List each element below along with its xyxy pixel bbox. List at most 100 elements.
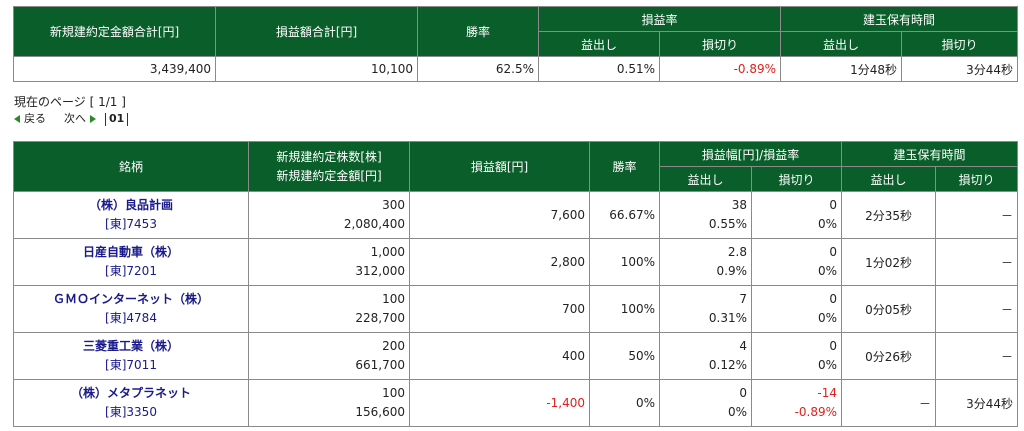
loss-time-cell: 3分44秒	[935, 379, 1019, 427]
profit-range-cell: 2.8 0.9%	[659, 238, 752, 286]
stock-name-link[interactable]: （株）メタプラネット	[70, 386, 191, 400]
qty-value: 100	[382, 292, 405, 306]
header-loss-rate: 損切り	[658, 31, 782, 57]
summary-profit-time: 1分48秒	[780, 56, 903, 82]
win-rate-cell: 50%	[589, 332, 660, 380]
pl-cell: 7,600	[409, 191, 590, 239]
stock-name-link[interactable]: （株）良品計画	[88, 198, 173, 212]
page-number[interactable]: 01	[109, 112, 125, 125]
header-range-group: 損益幅[円]/損益率	[658, 141, 843, 167]
header-pl-total: 損益額合計[円]	[215, 6, 418, 57]
header-hold-time-group: 建玉保有時間	[780, 6, 1019, 32]
qty-amount-cell: 300 2,080,400	[248, 191, 410, 239]
stock-code: [東]7453	[105, 217, 157, 231]
profit-range-cell: 4 0.12%	[659, 332, 752, 380]
loss-rate-value: 0%	[817, 311, 838, 325]
profit-range-cell: 7 0.31%	[659, 285, 752, 333]
pl-cell: -1,400	[409, 379, 590, 427]
profit-range-value: 38	[731, 198, 747, 212]
profit-range-value: 4	[739, 339, 747, 353]
header-win-rate: 勝率	[417, 6, 539, 57]
win-rate-cell: 100%	[589, 238, 660, 286]
stock-name-link[interactable]: 三菱重工業（株）	[82, 339, 179, 353]
qty-value: 300	[382, 198, 405, 212]
header-loss-time: 損切り	[935, 166, 1019, 192]
summary-loss-rate: -0.89%	[658, 56, 782, 82]
profit-time-cell: －	[841, 379, 937, 427]
profit-range-value: 2.8	[727, 245, 747, 259]
summary-row: 3,439,400 10,100 62.5% 0.51% -0.89% 1分48…	[13, 56, 1019, 82]
qty-amount-cell: 200 661,700	[248, 332, 410, 380]
stock-code: [東]4784	[105, 311, 157, 325]
profit-rate-value: 0.55%	[708, 217, 747, 231]
profit-range-cell: 0 0%	[659, 379, 752, 427]
prev-link[interactable]: 戻る	[24, 112, 46, 125]
stock-cell[interactable]: ＧＭＯインターネット（株） [東]4784	[13, 285, 249, 333]
loss-time-cell: －	[935, 191, 1019, 239]
profit-rate-value: 0%	[727, 405, 747, 419]
header-profit-time: 益出し	[780, 31, 903, 57]
header-loss-time: 損切り	[901, 31, 1019, 57]
pl-cell: 2,800	[409, 238, 590, 286]
amount-value: 228,700	[355, 311, 405, 325]
stock-code: [東]3350	[105, 405, 157, 419]
stock-code: [東]7011	[105, 358, 157, 372]
stock-name-link[interactable]: ＧＭＯインターネット（株）	[52, 292, 209, 306]
header-profit-rate: 益出し	[538, 31, 660, 57]
header-profit-range: 益出し	[659, 166, 752, 192]
table-row: （株）良品計画 [東]7453 300 2,080,400 7,600 66.6…	[13, 191, 1019, 239]
summary-pl-total: 10,100	[215, 56, 418, 82]
loss-range-cell: 0 0%	[750, 332, 843, 380]
loss-range-value: 0	[829, 245, 838, 259]
header-win-rate: 勝率	[589, 141, 660, 192]
profit-range-value: 0	[739, 386, 747, 400]
page-divider	[105, 112, 106, 126]
profit-rate-value: 0.31%	[708, 311, 747, 325]
table-row: 日産自動車（株） [東]7201 1,000 312,000 2,800 100…	[13, 238, 1019, 286]
loss-rate-value: 0%	[817, 264, 838, 278]
qty-amount-cell: 100 228,700	[248, 285, 410, 333]
stock-code: [東]7201	[105, 264, 157, 278]
summary-total-amount: 3,439,400	[13, 56, 216, 82]
pl-cell: 700	[409, 285, 590, 333]
profit-time-cell: 0分26秒	[841, 332, 937, 380]
qty-value: 1,000	[370, 245, 405, 259]
detail-table: 銘柄 新規建約定株数[株] 新規建約定金額[円] 損益額[円] 勝率 損益幅[円…	[13, 141, 1019, 427]
stock-cell[interactable]: （株）良品計画 [東]7453	[13, 191, 249, 239]
profit-range-cell: 38 0.55%	[659, 191, 752, 239]
page-divider	[127, 112, 129, 126]
win-rate-cell: 0%	[589, 379, 660, 427]
header-hold-time-group: 建玉保有時間	[841, 141, 1019, 167]
loss-range-value: 0	[829, 198, 838, 212]
win-rate-cell: 66.67%	[589, 191, 660, 239]
header-profit-time: 益出し	[841, 166, 937, 192]
table-row: （株）メタプラネット [東]3350 100 156,600 -1,400 0%…	[13, 379, 1019, 427]
stock-cell[interactable]: （株）メタプラネット [東]3350	[13, 379, 249, 427]
amount-value: 312,000	[355, 264, 405, 278]
current-page-label: 現在のページ [ 1/1 ]	[14, 95, 126, 109]
qty-amount-cell: 1,000 312,000	[248, 238, 410, 286]
summary-loss-time: 3分44秒	[901, 56, 1019, 82]
stock-cell[interactable]: 日産自動車（株） [東]7201	[13, 238, 249, 286]
loss-range-cell: 0 0%	[750, 285, 843, 333]
stock-name-link[interactable]: 日産自動車（株）	[82, 245, 179, 259]
loss-rate-value: 0%	[817, 358, 838, 372]
header-amount-line: 新規建約定金額[円]	[276, 168, 382, 183]
loss-time-cell: －	[935, 238, 1019, 286]
profit-rate-value: 0.12%	[708, 358, 747, 372]
pl-cell: 400	[409, 332, 590, 380]
stock-cell[interactable]: 三菱重工業（株） [東]7011	[13, 332, 249, 380]
loss-range-cell: 0 0%	[750, 238, 843, 286]
header-qty-amount: 新規建約定株数[株] 新規建約定金額[円]	[248, 141, 410, 192]
header-pl-rate-group: 損益率	[537, 6, 782, 32]
next-link[interactable]: 次へ	[64, 112, 86, 125]
qty-value: 200	[382, 339, 405, 353]
header-qty-line: 新規建約定株数[株]	[276, 149, 382, 164]
profit-time-cell: 1分02秒	[841, 238, 937, 286]
profit-range-value: 7	[739, 292, 747, 306]
summary-table: 新規建約定金額合計[円] 損益額合計[円] 勝率 損益率 建玉保有時間 益出し …	[13, 6, 1019, 82]
loss-range-value: -14	[817, 386, 838, 400]
header-pl-amount: 損益額[円]	[409, 141, 590, 192]
win-rate-cell: 100%	[589, 285, 660, 333]
loss-time-cell: －	[935, 285, 1019, 333]
